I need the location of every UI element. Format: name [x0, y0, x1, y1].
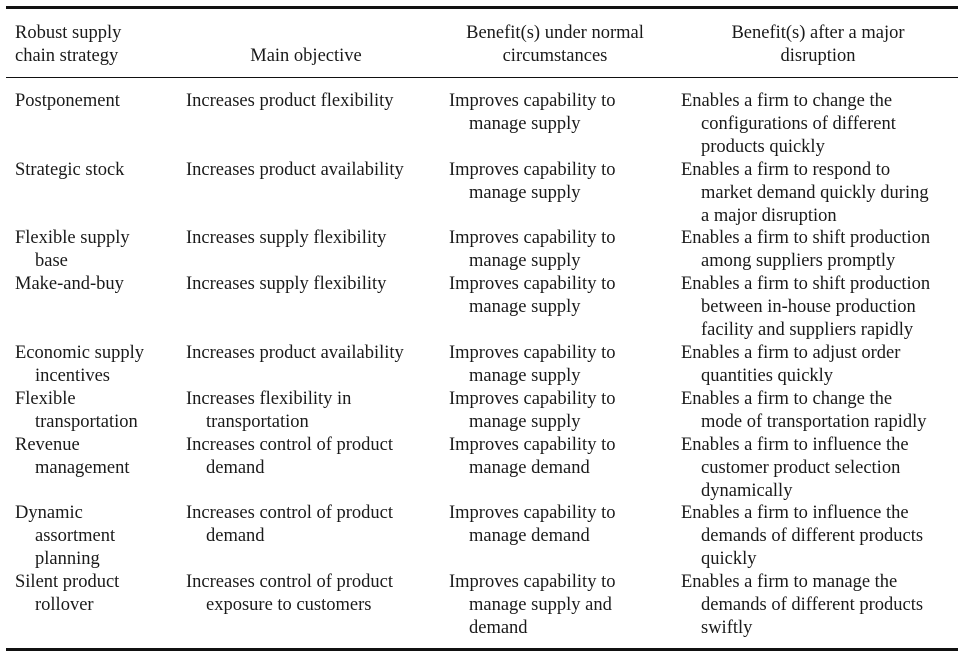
strategy-cell: Strategic stock [15, 160, 125, 180]
header-normal-benefits: Benefit(s) under normal circumstances [466, 23, 644, 66]
objective-cell: Increases supply flexibility [186, 228, 387, 248]
disruption-benefit-cell: Enables a firm to adjust order quantities… [681, 343, 901, 386]
strategy-cell: Flexible transportation [15, 389, 138, 432]
objective-cell: Increases control of product exposure to … [186, 572, 394, 615]
normal-benefit-cell: Improves capability to manage supply and d… [449, 572, 616, 638]
disruption-benefit-cell: Enables a firm to shift production betwee… [681, 274, 931, 340]
objective-cell: Increases product flexibility [186, 91, 394, 111]
strategy-cell: Economic supply incentives [15, 343, 144, 386]
normal-benefit-cell: Improves capability to manage supply [449, 389, 616, 432]
normal-benefit-cell: Improves capability to manage supply [449, 228, 616, 271]
strategy-cell: Flexible supply base [15, 228, 130, 271]
header-disruption-benefits: Benefit(s) after a major disruption [731, 23, 905, 66]
disruption-benefit-cell: Enables a firm to influence the customer … [681, 435, 909, 501]
normal-benefit-cell: Improves capability to manage supply [449, 91, 616, 134]
strategy-cell: Dynamic assortment planning [15, 503, 116, 569]
objective-cell: Increases control of product demand [186, 435, 394, 478]
normal-benefit-cell: Improves capability to manage supply [449, 343, 616, 386]
header-strategy: Robust supply chain strategy [15, 23, 122, 66]
header-main-objective: Main objective [250, 46, 362, 66]
bottom-rule [6, 648, 958, 651]
disruption-benefit-cell: Enables a firm to manage the demands of d… [681, 572, 924, 638]
objective-cell: Increases control of product demand [186, 503, 394, 546]
disruption-benefit-cell: Enables a firm to change the configuratio… [681, 91, 896, 157]
strategy-cell: Revenue management [15, 435, 130, 478]
disruption-benefit-cell: Enables a firm to respond to market deman… [681, 160, 929, 226]
normal-benefit-cell: Improves capability to manage demand [449, 435, 616, 478]
disruption-benefit-cell: Enables a firm to shift production among … [681, 228, 931, 271]
strategy-cell: Postponement [15, 91, 120, 111]
normal-benefit-cell: Improves capability to manage supply [449, 160, 616, 203]
disruption-benefit-cell: Enables a firm to influence the demands o… [681, 503, 924, 569]
objective-cell: Increases product availability [186, 160, 404, 180]
normal-benefit-cell: Improves capability to manage demand [449, 503, 616, 546]
top-rule [6, 6, 958, 9]
strategy-cell: Silent product rollover [15, 572, 120, 615]
objective-cell: Increases supply flexibility [186, 274, 387, 294]
objective-cell: Increases flexibility in transportation [186, 389, 352, 432]
normal-benefit-cell: Improves capability to manage supply [449, 274, 616, 317]
header-rule [6, 77, 958, 78]
objective-cell: Increases product availability [186, 343, 404, 363]
strategy-cell: Make-and-buy [15, 274, 124, 294]
disruption-benefit-cell: Enables a firm to change the mode of tran… [681, 389, 927, 432]
